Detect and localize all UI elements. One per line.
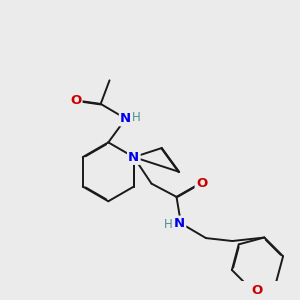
Text: H: H: [164, 218, 173, 231]
Text: N: N: [128, 151, 140, 164]
Text: O: O: [70, 94, 81, 107]
Text: N: N: [120, 112, 131, 125]
Text: N: N: [174, 217, 185, 230]
Text: O: O: [196, 177, 207, 190]
Text: O: O: [251, 284, 263, 297]
Text: H: H: [132, 111, 140, 124]
